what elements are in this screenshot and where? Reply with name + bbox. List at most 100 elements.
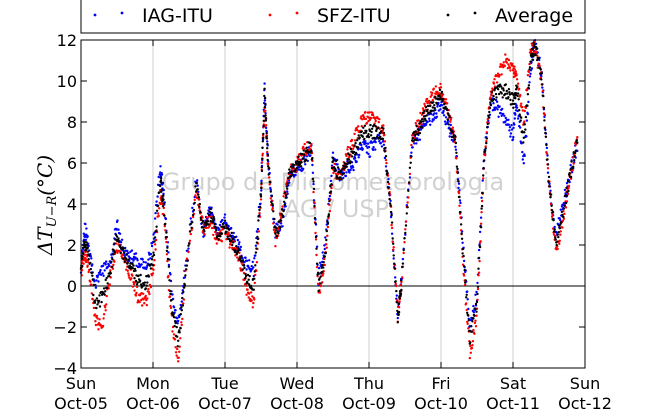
data-point [199,216,202,220]
data-point [134,269,137,272]
data-point [423,110,426,113]
data-point [147,258,150,261]
data-point [383,156,387,160]
data-point [85,227,88,230]
data-point [264,117,268,120]
data-point [253,270,256,273]
data-point [430,93,433,97]
data-point [558,242,561,245]
data-point [299,159,303,162]
data-point [182,290,185,294]
data-point [339,171,342,174]
data-point [330,183,333,186]
data-point [270,195,273,198]
data-point [259,195,263,198]
data-point [306,149,309,152]
legend-marker [120,11,124,15]
data-point [424,105,428,109]
data-point [560,220,563,224]
data-point [89,267,93,271]
data-point [378,140,381,143]
data-point [420,123,423,126]
data-point [428,111,431,115]
data-point [401,276,404,279]
data-point [314,231,317,235]
data-point [424,123,428,126]
data-point [191,215,195,219]
data-point [547,175,551,179]
data-point [495,81,499,84]
data-point [425,97,429,101]
data-point [513,123,516,126]
data-point [312,190,315,194]
data-point [447,112,450,115]
data-point [550,204,553,207]
data-point [459,223,463,226]
data-point [509,98,512,102]
data-point [151,264,155,267]
data-point [549,196,552,199]
data-point [534,53,537,57]
data-point [191,221,194,224]
data-point [228,238,231,241]
data-point [154,230,158,233]
data-point [90,271,94,275]
data-point [353,144,356,147]
data-point [390,214,393,217]
data-point [512,135,515,139]
data-point [104,306,107,309]
data-point [457,182,461,185]
data-point [286,187,289,190]
data-point [205,216,209,219]
data-point [219,235,222,238]
data-point [130,249,134,252]
data-point [323,263,326,267]
data-point [97,299,101,303]
data-point [482,166,485,170]
data-point [277,232,280,235]
data-point [423,102,426,106]
data-point [409,161,412,164]
data-point [446,118,449,121]
data-point [256,237,260,241]
data-point [483,159,486,162]
data-point [81,264,84,268]
data-point [277,228,280,231]
data-point [237,249,241,252]
data-point [549,193,553,196]
data-point [522,162,525,165]
data-point [507,123,511,127]
data-point [576,141,579,144]
data-point [208,207,212,211]
data-point [180,323,183,327]
data-point [221,222,225,226]
data-point [365,151,369,154]
data-point [563,204,566,207]
data-point [421,126,424,129]
data-point [512,106,515,110]
data-point [495,100,499,104]
data-point [525,135,528,138]
data-point [572,165,575,168]
data-point [91,274,94,277]
data-point [488,110,491,114]
y-tick-label: −4 [53,359,77,378]
data-point [574,149,577,153]
data-point [527,84,531,87]
data-point [564,206,568,209]
data-point [374,125,377,128]
data-point [413,142,416,145]
y-tick-label: 8 [67,113,77,132]
data-point [560,210,564,214]
data-point [422,115,426,118]
data-point [351,147,355,150]
data-point [288,168,291,171]
data-point [268,176,271,179]
data-point [448,115,451,119]
data-point [365,129,368,133]
data-point [264,114,267,117]
data-point [363,124,367,128]
data-point [449,118,452,121]
data-point [235,235,238,238]
data-point [178,345,181,348]
